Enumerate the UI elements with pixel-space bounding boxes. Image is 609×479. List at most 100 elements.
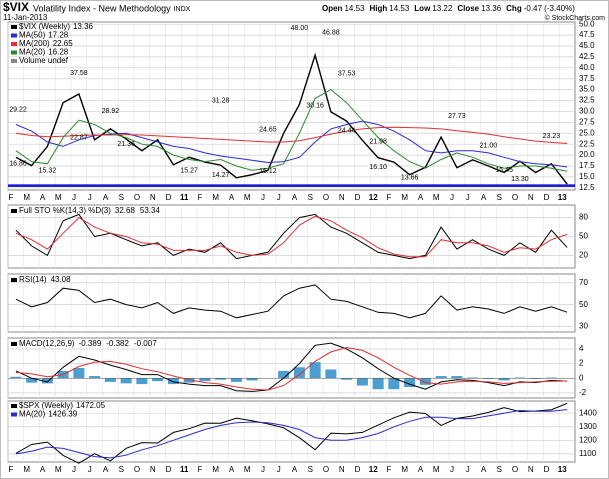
series-line — [15, 120, 568, 168]
legend-label: RSI(14) — [19, 275, 47, 284]
histogram-bar — [120, 378, 132, 384]
y-tick-label: 30.0 — [579, 107, 595, 116]
annotation: 24.44 — [338, 128, 356, 135]
legend-value: 53.34 — [140, 206, 161, 215]
x-tick-label: O — [134, 193, 140, 202]
annotation: 48.00 — [291, 25, 309, 32]
x-tick-label: M — [401, 465, 408, 474]
legend-value: 22.65 — [53, 39, 74, 48]
y-tick-label: 4 — [579, 344, 584, 353]
date: 11-Jan-2013 — [3, 13, 48, 22]
x-tick-label: F — [387, 465, 392, 474]
x-tick-label: M — [244, 465, 251, 474]
histogram-bar — [545, 377, 557, 379]
legend-label: MA(20) — [19, 48, 46, 57]
histogram-bar — [514, 377, 526, 379]
x-tick-label: J — [466, 193, 470, 202]
legend-value: 17.28 — [48, 31, 69, 40]
x-tick-label: 11 — [180, 465, 189, 474]
histogram-bar — [530, 378, 542, 379]
x-tick-label: J — [72, 193, 76, 202]
histogram-bar — [278, 370, 290, 379]
x-tick-label: F — [9, 465, 14, 474]
histogram-bar — [89, 376, 101, 379]
x-tick-label: S — [119, 193, 124, 202]
y-tick-label: 50.0 — [579, 19, 595, 28]
x-tick-label: O — [512, 193, 518, 202]
x-tick-label: J — [450, 465, 454, 474]
legend-label: Full STO %K(14,3) %D(3) — [19, 206, 111, 215]
x-tick-label: N — [150, 465, 156, 474]
histogram-bar — [372, 378, 384, 390]
y-tick-label: 2 — [579, 359, 584, 368]
legend-label: MACD(12,26,9) — [19, 339, 75, 348]
legend-swatch — [11, 33, 17, 38]
quote-label: Close — [457, 4, 479, 13]
legend-swatch — [11, 50, 17, 55]
x-tick-label: N — [339, 465, 345, 474]
x-tick-label: D — [166, 465, 172, 474]
y-tick-label: 0 — [579, 373, 584, 382]
annotation: 28.92 — [102, 108, 120, 115]
histogram-bar — [309, 362, 321, 379]
histogram-bar — [10, 376, 22, 379]
quote-value: -0.47 (-3.40%) — [524, 4, 575, 13]
x-tick-label: M — [212, 465, 219, 474]
x-tick-label: O — [323, 193, 329, 202]
legend-value: 32.68 — [115, 206, 136, 215]
legend-swatch — [11, 412, 17, 417]
histogram-bar — [41, 378, 53, 384]
x-tick-label: J — [261, 465, 265, 474]
x-tick-label: J — [277, 465, 281, 474]
annotation: 16.10 — [369, 164, 387, 171]
legend-label: MA(200) — [19, 39, 50, 48]
x-tick-label: F — [198, 465, 203, 474]
x-tick-label: A — [481, 465, 487, 474]
histogram-bar — [419, 378, 431, 385]
x-tick-label: A — [229, 465, 235, 474]
histogram-bar — [230, 378, 242, 382]
legend-label: Volume undef — [19, 56, 69, 65]
x-tick-label: O — [134, 465, 140, 474]
histogram-bar — [152, 378, 164, 382]
y-tick-label: 80 — [579, 213, 588, 222]
x-tick-label: A — [40, 465, 46, 474]
x-tick-label: A — [418, 465, 424, 474]
x-tick-label: 13 — [558, 193, 567, 202]
x-tick-label: M — [55, 193, 62, 202]
y-tick-label: 30 — [579, 322, 588, 331]
histogram-bar — [246, 378, 258, 381]
title: $VIX — [3, 0, 29, 14]
legend-label: $SPX (Weekly) — [19, 401, 73, 410]
annotation: 15.27 — [180, 168, 198, 175]
series-line — [15, 215, 568, 258]
legend-swatch — [11, 278, 17, 282]
exchange: INDX — [174, 6, 191, 13]
x-tick-label: J — [88, 193, 92, 202]
x-tick-label: S — [119, 465, 124, 474]
y-tick-label: 1400 — [579, 408, 597, 417]
legend-swatch — [11, 59, 17, 63]
legend-swatch — [11, 25, 17, 29]
series-line — [15, 88, 568, 172]
histogram-bar — [498, 378, 510, 381]
annotation: 21.98 — [369, 138, 387, 145]
legend-value: -0.382 — [106, 339, 129, 348]
annotation: 46.88 — [322, 30, 340, 37]
annotation: 21.36 — [117, 141, 135, 148]
x-tick-label: M — [401, 193, 408, 202]
histogram-bar — [467, 377, 479, 379]
x-tick-label: J — [261, 193, 265, 202]
legend-swatch — [11, 209, 17, 213]
x-tick-label: A — [103, 465, 109, 474]
y-tick-label: 42.5 — [579, 52, 595, 61]
x-tick-label: D — [544, 465, 550, 474]
x-tick-label: A — [292, 193, 298, 202]
y-tick-label: 25.0 — [579, 128, 595, 137]
histogram-bar — [341, 378, 353, 380]
y-tick-label: 45.0 — [579, 41, 595, 50]
y-tick-label: 22.5 — [579, 139, 595, 148]
histogram-bar — [404, 378, 416, 388]
x-tick-label: A — [481, 193, 487, 202]
x-tick-label: 11 — [180, 193, 189, 202]
